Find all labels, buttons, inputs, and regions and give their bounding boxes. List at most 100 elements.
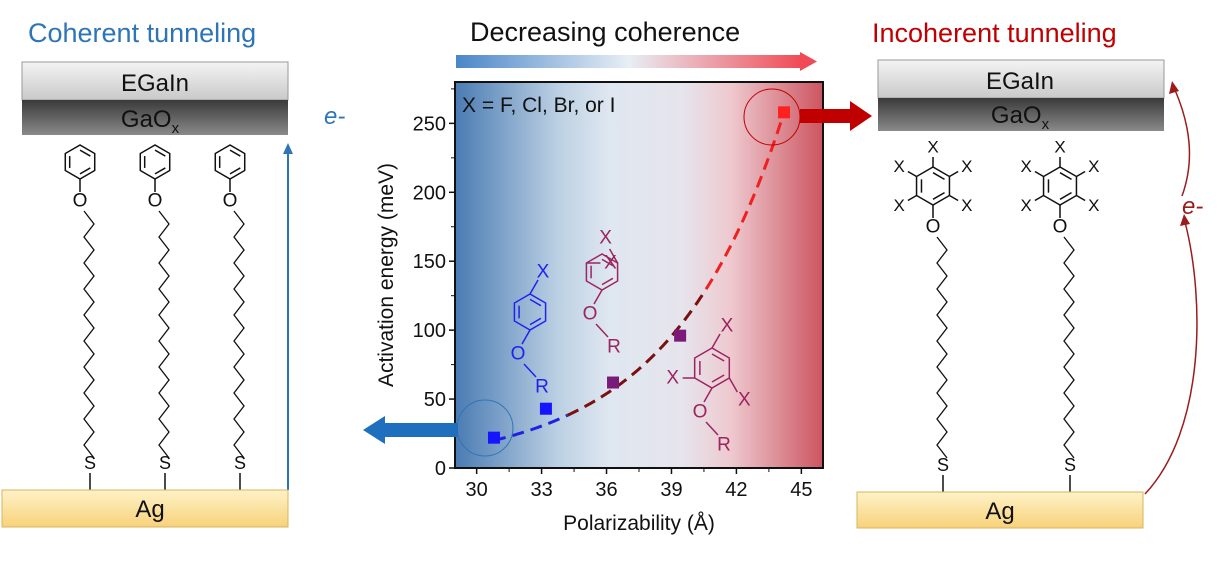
x-tick-label: 33	[530, 479, 552, 501]
coherence-title: Decreasing coherence	[470, 17, 740, 47]
bond	[1076, 170, 1086, 178]
gaox-label: GaOx	[121, 106, 180, 137]
gaox-layer	[878, 98, 1164, 131]
bond	[529, 279, 539, 295]
incoherent-title: Incoherent tunneling	[872, 18, 1117, 48]
x-tick-label: 45	[790, 479, 812, 501]
electron-label: e-	[324, 103, 345, 130]
double-bond	[229, 149, 241, 157]
atom-label: X	[1054, 138, 1065, 157]
incoherent-arrow	[800, 101, 872, 131]
bond	[705, 421, 719, 436]
x-tick-label: 39	[660, 479, 682, 501]
alkyl-chain	[83, 210, 95, 459]
double-bond	[601, 258, 614, 267]
atom-label: X	[961, 196, 972, 215]
atom-label: R	[607, 337, 621, 358]
bond	[703, 387, 713, 403]
data-point	[778, 106, 791, 119]
x-tick-label: 30	[466, 479, 488, 501]
ag-electrode	[1, 489, 289, 528]
electron-label: e-	[1182, 193, 1203, 220]
fit-curve-segment	[704, 111, 786, 290]
hopping-arrow-lower	[1144, 221, 1198, 495]
y-tick-label: 50	[424, 389, 446, 411]
alkyl-chain	[936, 236, 948, 459]
molecule-layer: X X X X X O S X X X X X O S	[894, 138, 1099, 492]
double-bond	[229, 167, 241, 175]
x-tick-label: 42	[725, 479, 747, 501]
double-bond	[711, 374, 725, 383]
atom-label: X	[1088, 196, 1099, 215]
y-tick-label: 250	[413, 113, 446, 135]
egain-label: EGaIn	[121, 70, 189, 97]
ag-label: Ag	[135, 496, 164, 523]
atom-label: O	[693, 402, 708, 423]
double-bond	[154, 167, 166, 175]
coherent-panel: Coherent tunneling EGaIn GaOx e- OSOSOS …	[1, 18, 345, 528]
coherent-title: Coherent tunneling	[28, 18, 256, 48]
bond	[1034, 194, 1044, 202]
double-bond	[932, 192, 945, 200]
atom-label: X	[1021, 157, 1032, 176]
arrowhead-icon	[800, 52, 817, 71]
atom-label: X	[537, 262, 550, 283]
atom-label: R	[717, 435, 731, 456]
y-axis-label: Activation energy (meV)	[375, 163, 398, 387]
egain-label: EGaIn	[986, 68, 1054, 95]
alkyl-chain	[1063, 236, 1075, 459]
bond	[949, 194, 959, 202]
x-axis-label: Polarizability (Å)	[563, 512, 715, 535]
atom-label: O	[511, 344, 526, 365]
y-tick-label: 100	[413, 320, 446, 342]
bond	[521, 329, 531, 345]
double-bond	[711, 353, 725, 362]
double-bond	[154, 149, 166, 157]
atom-label: R	[535, 377, 549, 398]
bond	[728, 377, 738, 393]
atom-label: X	[666, 368, 679, 389]
alkyl-chain	[158, 210, 170, 459]
atom-label: S	[937, 455, 949, 475]
double-bond	[529, 298, 542, 307]
gaox-layer	[22, 100, 288, 135]
double-bond	[79, 167, 91, 175]
bond	[1076, 194, 1086, 202]
x-tick-label: 36	[595, 479, 617, 501]
bond	[595, 323, 609, 338]
ag-label: Ag	[985, 498, 1014, 525]
alkyl-chain	[233, 210, 245, 459]
ag-electrode	[856, 491, 1144, 529]
atom-label: X	[1021, 196, 1032, 215]
bond	[949, 170, 959, 178]
molecule-layer: O S O S O S	[64, 144, 246, 490]
halogen-annotation: X = F, Cl, Br, or I	[462, 94, 615, 117]
atom-label: X	[927, 138, 938, 157]
egain-electrode	[21, 61, 289, 101]
data-point	[674, 329, 687, 342]
bond	[593, 289, 603, 305]
fit-curve-segment	[566, 288, 708, 417]
atom-label: O	[926, 217, 941, 238]
double-bond	[79, 149, 91, 157]
atom-label: O	[73, 191, 88, 212]
double-bond	[1059, 172, 1072, 180]
atom-label: X	[738, 390, 751, 411]
chart-axes: 30 33 36 39 42 45 0 50 100 150 200 250	[413, 88, 812, 501]
bond	[907, 194, 917, 202]
chart-marks	[487, 106, 791, 444]
atom-label: O	[223, 191, 238, 212]
coherence-gradient-arrow	[456, 55, 802, 68]
y-tick-label: 150	[413, 251, 446, 273]
bond	[907, 170, 917, 178]
arrowhead-icon	[283, 143, 293, 154]
data-point	[607, 376, 620, 389]
egain-electrode	[877, 59, 1165, 99]
plot-background	[454, 81, 824, 469]
atom-label: X	[894, 157, 905, 176]
double-bond	[932, 172, 945, 180]
y-tick-label: 0	[435, 458, 446, 480]
bond	[608, 248, 619, 264]
